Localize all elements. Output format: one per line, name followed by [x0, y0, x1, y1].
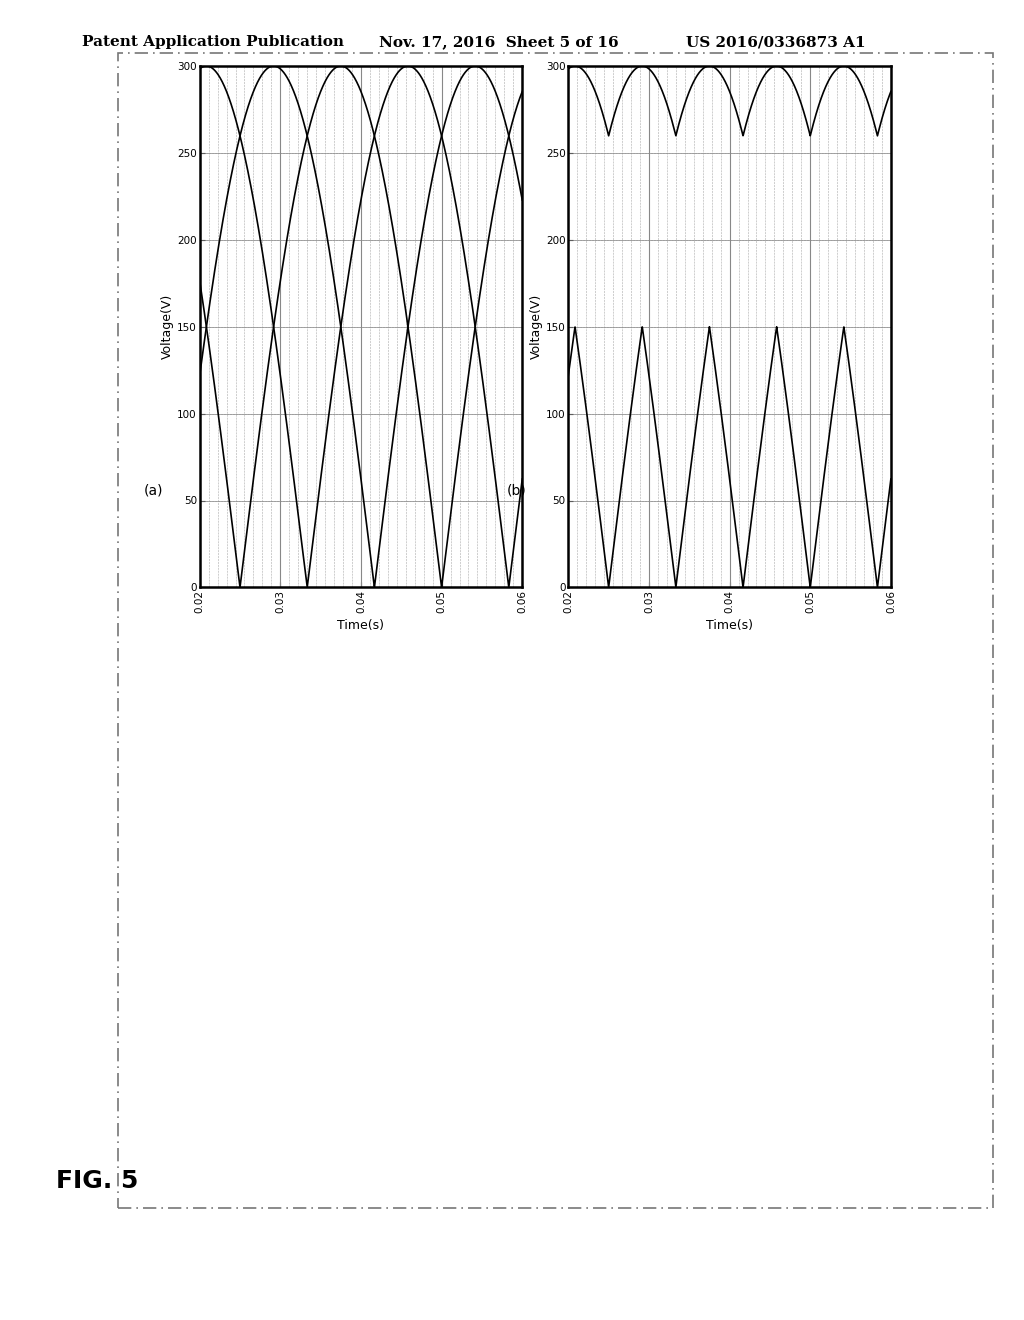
- Text: (a): (a): [143, 484, 163, 498]
- Y-axis label: Voltage(V): Voltage(V): [530, 294, 543, 359]
- Text: Patent Application Publication: Patent Application Publication: [82, 36, 344, 49]
- Y-axis label: Voltage(V): Voltage(V): [162, 294, 174, 359]
- Text: Nov. 17, 2016  Sheet 5 of 16: Nov. 17, 2016 Sheet 5 of 16: [379, 36, 618, 49]
- X-axis label: Time(s): Time(s): [338, 619, 384, 632]
- Text: (b): (b): [507, 484, 526, 498]
- X-axis label: Time(s): Time(s): [707, 619, 753, 632]
- Text: FIG. 5: FIG. 5: [56, 1170, 138, 1193]
- Text: US 2016/0336873 A1: US 2016/0336873 A1: [686, 36, 865, 49]
